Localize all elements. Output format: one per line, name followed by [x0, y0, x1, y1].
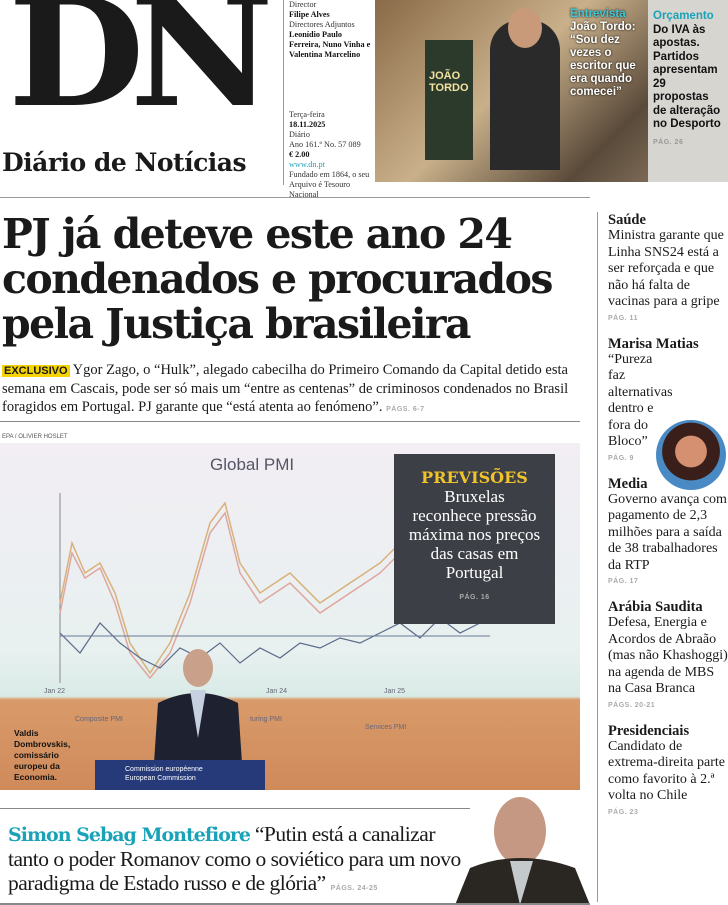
screen-label: Services PMI — [365, 724, 407, 731]
interview-teaser[interactable]: Entrevista João Tordo: “Sou dez vezes o … — [570, 8, 648, 99]
interview-kicker: Entrevista — [570, 8, 626, 20]
speaker-figure — [153, 649, 243, 778]
divider — [0, 197, 590, 198]
interviewee-name: Simon Sebag Montefiore — [8, 824, 251, 846]
sidebar-page: PÁG. 17 — [608, 578, 639, 585]
screen-title: Global PMI — [210, 455, 295, 474]
date: 18.11.2025 — [289, 120, 326, 129]
budget-teaser[interactable]: Orçamento Do IVA às apostas. Partidos ap… — [648, 0, 728, 182]
budget-page: PÁG. 26 — [653, 138, 684, 146]
screen-label: Composite PMI — [75, 716, 123, 723]
sidebar-page: PÁG. 11 — [608, 314, 638, 322]
screen-label: Jan 24 — [266, 688, 288, 695]
sidebar-item-marisa-matias[interactable]: Marisa Matias “Pureza faz alternativas d… — [608, 336, 699, 462]
forecast-page: PÁG. 16 — [459, 594, 490, 601]
screen-label: Jan 22 — [44, 688, 66, 695]
sidebar-text: Candidato de extrema-direita parte como … — [608, 738, 725, 804]
lead-text: EXCLUSIVO Ygor Zago, o “Hulk”, alegado c… — [2, 361, 587, 419]
deputies: Leonídio Paulo Ferreira, Nuno Vinha e Va… — [289, 30, 371, 59]
logo-monogram: DN — [8, 0, 274, 141]
screen-label: turing PMI — [250, 716, 282, 723]
deputies-label: Directores Adjuntos — [289, 20, 355, 29]
frequency: Diário — [289, 130, 310, 139]
sidebar: Saúde Ministra garante que Linha SNS24 e… — [597, 212, 728, 902]
sidebar-text: “Pureza faz alternativas dentro e fora d… — [608, 351, 673, 450]
lead-body: Ygor Zago, o “Hulk”, alegado cabecilha d… — [2, 362, 569, 415]
screen-chart-lines — [59, 493, 490, 683]
forecast-kicker: PREVISÕES — [421, 468, 528, 487]
director-label: Director — [289, 0, 317, 9]
budget-text: Do IVA às apostas. Partidos apresentam 2… — [653, 23, 721, 131]
sidebar-page: PÁGS. 20-21 — [608, 701, 656, 709]
quote-text: “Putin está a canalizar tanto o poder Ro… — [8, 822, 461, 895]
sidebar-item-media[interactable]: Media Governo avança com pagamento de 2,… — [608, 476, 728, 586]
divider — [0, 903, 590, 905]
budget-kicker: Orçamento — [653, 10, 714, 22]
photo-credit: EPA / OLIVIER HOSLET — [2, 434, 68, 440]
sidebar-item-arabia-saudita[interactable]: Arábia Saudita Defesa, Energia e Acordos… — [608, 599, 728, 709]
interview-text: João Tordo: “Sou dez vezes o escritor qu… — [570, 21, 636, 98]
exclusive-tag: EXCLUSIVO — [2, 365, 70, 377]
masthead-logo[interactable]: DN Diário de Notícias — [0, 0, 275, 185]
masthead-info: Director Filipe Alves Directores Adjunto… — [283, 0, 373, 199]
director: Filipe Alves — [289, 10, 330, 19]
sidebar-text: Defesa, Energia e Acordos de Abraão (mas… — [608, 615, 728, 696]
newspaper-name: Diário de Notícias — [2, 148, 247, 177]
sidebar-kicker: Arábia Saudita — [608, 599, 703, 615]
author-head — [508, 8, 542, 48]
sidebar-page: PÁG. 9 — [608, 454, 634, 462]
podium: Commission européenne European Commissio… — [95, 760, 265, 790]
weekday: Terça-feira — [289, 110, 325, 119]
sidebar-item-presidenciais[interactable]: Presidenciais Candidato de extrema-direi… — [608, 723, 728, 816]
interviewee-photo — [455, 797, 590, 905]
sidebar-kicker: Media — [608, 475, 648, 492]
issue: Ano 161.º No. 57 089 — [289, 140, 361, 149]
interview-quote[interactable]: Simon Sebag Montefiore “Putin está a can… — [8, 822, 478, 901]
quote-page: PÁGS. 24-25 — [330, 885, 378, 892]
divider — [0, 808, 470, 809]
divider — [0, 421, 580, 422]
sidebar-text: Governo avança com pagamento de 2,3 milh… — [608, 491, 727, 573]
price: € 2.00 — [289, 150, 310, 159]
forecast-box[interactable]: PREVISÕES Bruxelas reconhece pressão máx… — [394, 454, 555, 624]
sidebar-page: PÁG. 23 — [608, 808, 639, 816]
sidebar-kicker: Saúde — [608, 212, 646, 228]
sidebar-text: Ministra garante que Linha SNS24 está a … — [608, 228, 724, 309]
sidebar-kicker: Presidenciais — [608, 722, 690, 739]
sidebar-item-saude[interactable]: Saúde Ministra garante que Linha SNS24 e… — [608, 212, 728, 322]
screen-label: Jan 25 — [384, 688, 406, 695]
founded: Fundado em 1864, o seu Arquivo é Tesouro… — [289, 170, 370, 199]
marisa-matias-photo — [656, 420, 726, 490]
sidebar-kicker: Marisa Matias — [608, 335, 699, 352]
lead-headline[interactable]: PJ já deteve este ano 24 condenados e pr… — [2, 210, 553, 348]
lead-page: PÁGS. 6-7 — [386, 406, 425, 413]
photo-caption: Valdis Dombrovskis, comissário europeu d… — [14, 728, 71, 782]
forecast-text: Bruxelas reconhece pressão máxima nos pr… — [408, 487, 541, 582]
book-cover: JOÃO TORDO — [425, 40, 473, 160]
website-link[interactable]: www.dn.pt — [289, 160, 325, 169]
